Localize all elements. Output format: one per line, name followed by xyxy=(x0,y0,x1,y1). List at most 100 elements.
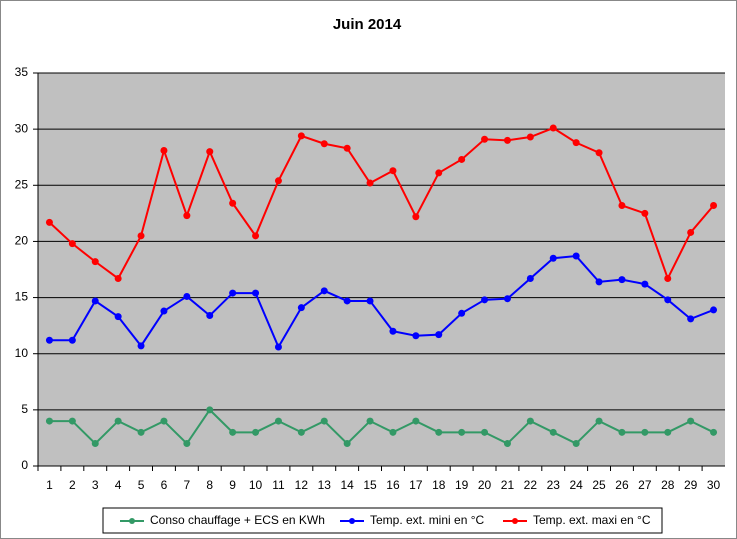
data-point xyxy=(137,342,145,350)
x-tick-label: 11 xyxy=(272,478,285,492)
data-point xyxy=(503,136,511,144)
plot-area xyxy=(38,73,725,466)
data-point xyxy=(320,140,328,148)
y-tick-label: 20 xyxy=(15,234,29,248)
legend-box xyxy=(102,507,663,534)
data-point xyxy=(618,276,626,284)
data-point xyxy=(458,428,466,436)
data-point xyxy=(412,213,420,221)
x-tick-label: 22 xyxy=(524,478,538,492)
y-tick-label: 5 xyxy=(21,402,28,416)
data-point xyxy=(687,228,695,236)
legend-marker xyxy=(349,518,355,524)
data-point xyxy=(549,428,557,436)
data-point xyxy=(183,292,191,300)
data-point xyxy=(91,297,99,305)
data-point xyxy=(252,428,260,436)
data-point xyxy=(481,428,489,436)
series-line xyxy=(49,254,714,350)
data-point xyxy=(297,304,305,312)
data-point xyxy=(114,417,122,425)
data-point xyxy=(572,252,580,260)
data-point xyxy=(458,309,466,317)
data-point xyxy=(320,417,328,425)
data-point xyxy=(412,417,420,425)
data-point xyxy=(68,240,76,248)
data-point xyxy=(435,169,443,177)
data-point xyxy=(458,155,466,163)
data-point xyxy=(160,146,168,154)
data-point xyxy=(45,336,53,344)
y-tick-label: 0 xyxy=(21,458,28,472)
data-point xyxy=(343,297,351,305)
data-point xyxy=(68,417,76,425)
x-tick-label: 26 xyxy=(615,478,629,492)
data-point xyxy=(320,287,328,295)
data-point xyxy=(229,289,237,297)
data-point xyxy=(252,289,260,297)
legend-marker xyxy=(129,518,135,524)
data-point xyxy=(137,232,145,240)
data-point xyxy=(206,148,214,156)
data-point xyxy=(389,327,397,335)
x-tick-label: 19 xyxy=(455,478,469,492)
data-point xyxy=(297,428,305,436)
x-tick-label: 8 xyxy=(206,478,213,492)
data-point xyxy=(572,139,580,147)
legend-label: Temp. ext. mini en °C xyxy=(370,513,485,527)
legend-label: Temp. ext. maxi en °C xyxy=(533,513,651,527)
data-point xyxy=(229,428,237,436)
x-tick-label: 6 xyxy=(161,478,168,492)
data-point xyxy=(297,132,305,140)
data-point xyxy=(206,312,214,320)
data-point xyxy=(687,315,695,323)
data-point xyxy=(687,417,695,425)
data-point xyxy=(114,274,122,282)
data-point xyxy=(503,295,511,303)
data-point xyxy=(618,201,626,209)
data-point xyxy=(343,144,351,152)
data-point xyxy=(572,440,580,448)
x-tick-label: 23 xyxy=(547,478,561,492)
x-tick-label: 1 xyxy=(46,478,53,492)
data-point xyxy=(618,428,626,436)
x-tick-label: 9 xyxy=(229,478,236,492)
x-tick-label: 13 xyxy=(318,478,332,492)
data-point xyxy=(160,417,168,425)
data-point xyxy=(160,307,168,315)
data-point xyxy=(710,306,718,314)
x-tick-label: 10 xyxy=(249,478,263,492)
x-tick-label: 30 xyxy=(707,478,721,492)
x-tick-label: 21 xyxy=(501,478,515,492)
data-point xyxy=(137,428,145,436)
data-point xyxy=(526,274,534,282)
x-tick-label: 18 xyxy=(432,478,446,492)
x-tick-label: 4 xyxy=(115,478,122,492)
data-point xyxy=(435,428,443,436)
chart-title: Juin 2014 xyxy=(333,16,402,33)
data-point xyxy=(91,440,99,448)
data-point xyxy=(710,201,718,209)
data-point xyxy=(274,177,282,185)
x-tick-label: 7 xyxy=(184,478,191,492)
data-point xyxy=(343,440,351,448)
y-tick-label: 15 xyxy=(15,290,29,304)
x-tick-label: 15 xyxy=(363,478,377,492)
data-point xyxy=(526,133,534,141)
x-tick-label: 12 xyxy=(295,478,309,492)
data-point xyxy=(68,336,76,344)
data-point xyxy=(481,135,489,143)
y-tick-label: 25 xyxy=(15,177,29,191)
data-point xyxy=(641,428,649,436)
y-tick-label: 30 xyxy=(15,121,29,135)
data-point xyxy=(183,440,191,448)
x-tick-label: 2 xyxy=(69,478,76,492)
y-tick-label: 10 xyxy=(15,346,29,360)
x-tick-label: 24 xyxy=(569,478,583,492)
data-point xyxy=(366,297,374,305)
data-point xyxy=(595,278,603,286)
data-point xyxy=(481,296,489,304)
data-point xyxy=(664,428,672,436)
data-point xyxy=(412,332,420,340)
